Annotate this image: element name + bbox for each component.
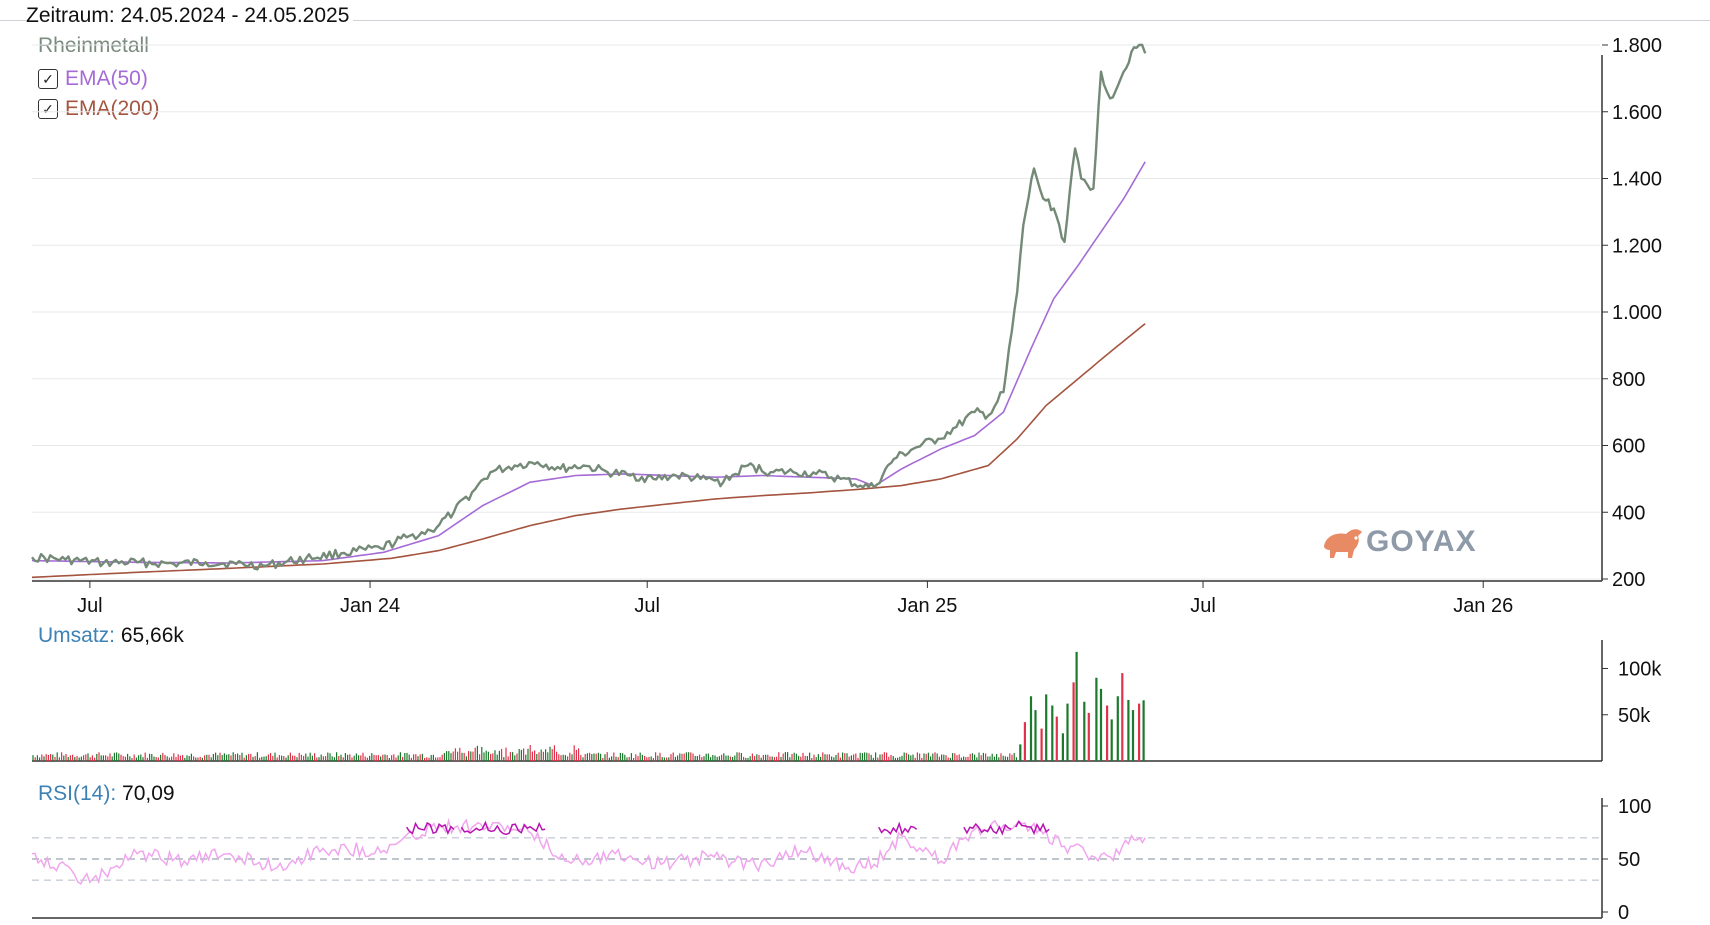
logo-text: GOYAX <box>1366 525 1477 558</box>
rsi-overbought-segment <box>460 820 546 836</box>
price-grid <box>32 44 1600 580</box>
y-tick-label: 200 <box>1612 569 1645 591</box>
rsi-tick-label: 50 <box>1618 849 1640 871</box>
rsi-panel: 0 50 100 <box>31 796 1651 924</box>
volume-panel: 50k 100k <box>32 640 1662 762</box>
legend-label-ema50: EMA(50) <box>65 67 148 90</box>
x-tick-label: Jul <box>634 595 660 617</box>
volume-readout: Umsatz: 65,66k <box>38 624 184 648</box>
y-tick-label: 1.600 <box>1612 102 1662 124</box>
rsi-overbought-segment <box>878 821 918 836</box>
time-x-axis: Jul Jan 24 Jul Jan 25 Jul Jan 26 <box>77 581 1513 617</box>
ema50-line <box>31 161 1146 564</box>
header-rule <box>0 20 1710 21</box>
x-tick-label: Jan 24 <box>340 595 400 617</box>
rsi-label: RSI(14): <box>38 782 117 805</box>
price-y-axis: 200 400 600 800 1.000 1.200 1.400 1.600 1.800 <box>32 35 1662 591</box>
y-tick-label: 1.800 <box>1612 35 1662 57</box>
y-tick-label: 800 <box>1612 369 1645 391</box>
period-label: Zeitraum: 24.05.2024 - 24.05.2025 <box>26 4 354 28</box>
y-tick-label: 1.000 <box>1612 302 1662 324</box>
x-tick-label: Jan 26 <box>1453 595 1513 617</box>
volume-tick-label: 100k <box>1618 659 1662 681</box>
checkbox-checked-icon[interactable]: ✓ <box>38 69 58 89</box>
bull-icon <box>1324 529 1362 558</box>
rsi-tick-label: 100 <box>1618 796 1651 818</box>
y-tick-label: 1.200 <box>1612 235 1662 257</box>
legend-label-ema200: EMA(200) <box>65 97 160 120</box>
volume-label: Umsatz: <box>38 624 116 647</box>
x-tick-label: Jan 25 <box>897 595 957 617</box>
y-tick-label: 400 <box>1612 502 1645 524</box>
volume-value: 65,66k <box>120 624 184 647</box>
goyax-logo: GOYAX <box>1324 525 1477 558</box>
price-series-group <box>31 43 1147 579</box>
x-tick-label: Jul <box>1190 595 1216 617</box>
legend-item-ema200[interactable]: ✓ EMA(200) <box>38 94 160 124</box>
y-tick-label: 600 <box>1612 436 1645 458</box>
rsi-value: 70,09 <box>122 782 175 805</box>
checkbox-checked-icon[interactable]: ✓ <box>38 99 58 119</box>
rsi-line <box>31 817 1146 885</box>
rsi-overbought-segment <box>405 821 455 836</box>
price-line <box>31 43 1147 571</box>
rsi-readout: RSI(14): 70,09 <box>38 782 175 806</box>
rsi-overbought-segment <box>963 822 1012 836</box>
y-tick-label: 1.400 <box>1612 169 1662 191</box>
rsi-overbought-segment <box>1015 820 1050 836</box>
legend-item-ema50[interactable]: ✓ EMA(50) <box>38 64 160 94</box>
x-tick-label: Jul <box>77 595 103 617</box>
rsi-tick-label: 0 <box>1618 902 1629 924</box>
volume-tick-label: 50k <box>1618 705 1651 727</box>
ema200-line <box>31 323 1146 579</box>
